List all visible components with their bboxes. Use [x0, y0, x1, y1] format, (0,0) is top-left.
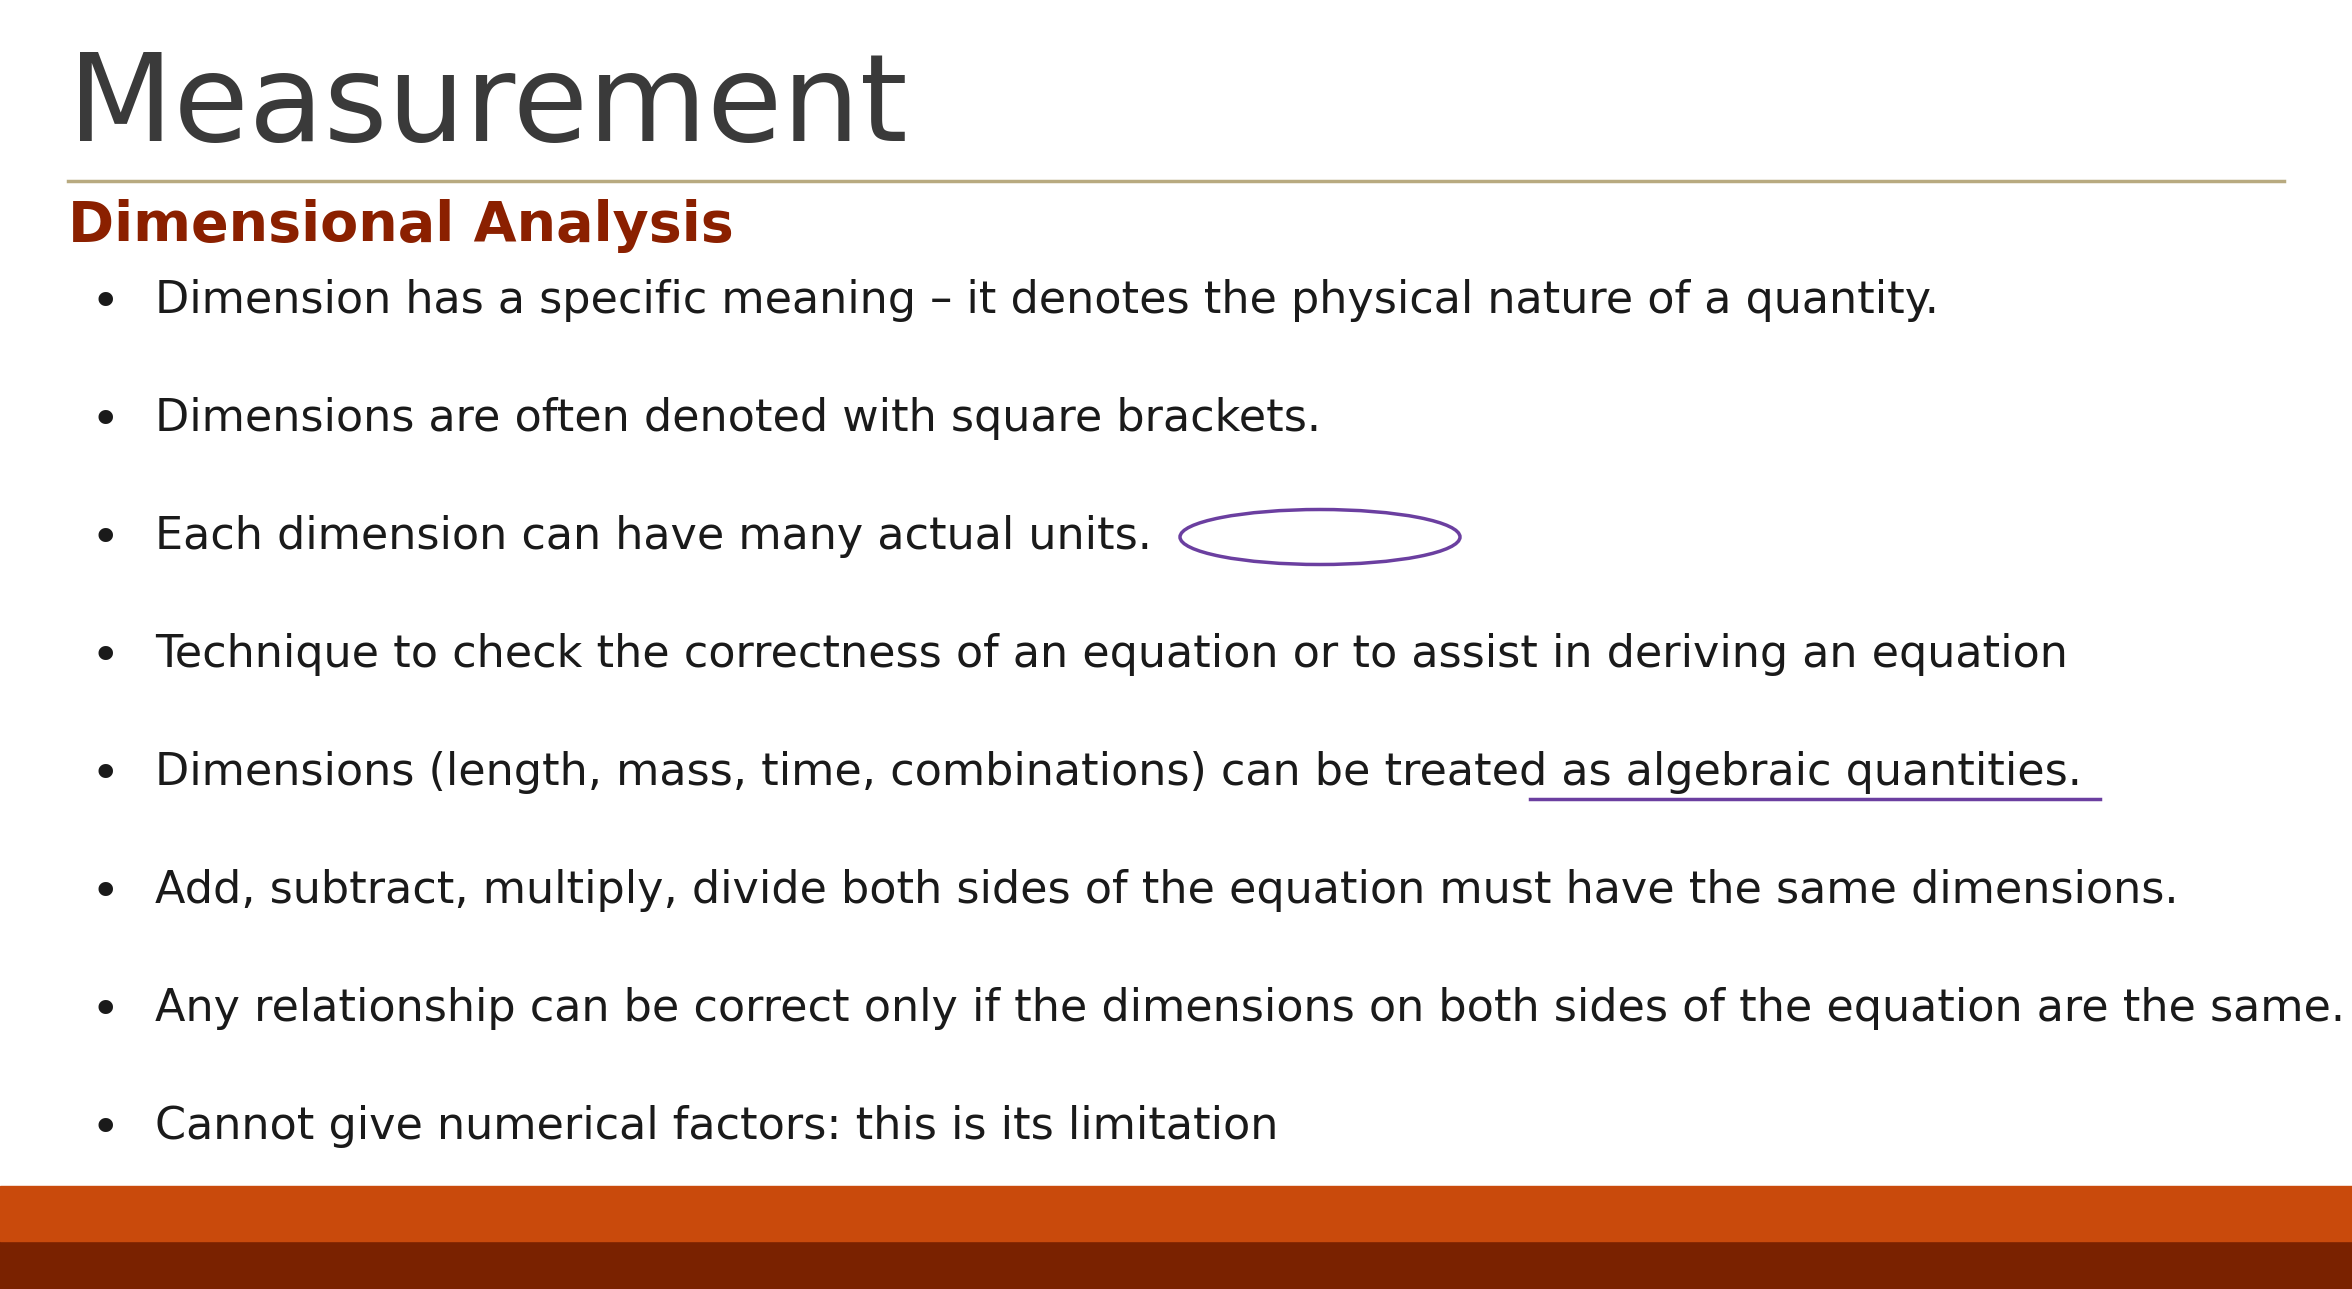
- Text: •: •: [89, 278, 120, 327]
- Text: •: •: [89, 397, 120, 445]
- Text: •: •: [89, 516, 120, 563]
- Text: Cannot give numerical factors: this is its limitation: Cannot give numerical factors: this is i…: [155, 1105, 1279, 1148]
- Text: Add, subtract, multiply, divide both sides of the equation must have the same di: Add, subtract, multiply, divide both sid…: [155, 869, 2178, 913]
- Text: Technique to check the correctness of an equation or to assist in deriving an eq: Technique to check the correctness of an…: [155, 633, 2067, 675]
- Text: Each dimension can have many actual units.: Each dimension can have many actual unit…: [155, 516, 1152, 558]
- Text: •: •: [89, 751, 120, 799]
- Text: •: •: [89, 1105, 120, 1152]
- Text: •: •: [89, 987, 120, 1035]
- Text: Dimensions are often denoted with square brackets.: Dimensions are often denoted with square…: [155, 397, 1322, 440]
- Text: •: •: [89, 633, 120, 681]
- Bar: [0, 1186, 2352, 1241]
- Text: Mass [M]: Mass [M]: [200, 1285, 400, 1289]
- Text: Dimension has a specific meaning – it denotes the physical nature of a quantity.: Dimension has a specific meaning – it de…: [155, 278, 1938, 322]
- Text: •: •: [89, 869, 120, 916]
- Text: Any relationship can be correct only if the dimensions on both sides of the equa: Any relationship can be correct only if …: [155, 987, 2345, 1030]
- Text: Dimensions (length, mass, time, combinations) can be treated as algebraic quanti: Dimensions (length, mass, time, combinat…: [155, 751, 2082, 794]
- Text: Dimensional Analysis: Dimensional Analysis: [68, 199, 734, 253]
- Text: Length [L]: Length [L]: [200, 1203, 428, 1246]
- Text: Measurement: Measurement: [68, 49, 908, 166]
- Bar: [0, 1241, 2352, 1289]
